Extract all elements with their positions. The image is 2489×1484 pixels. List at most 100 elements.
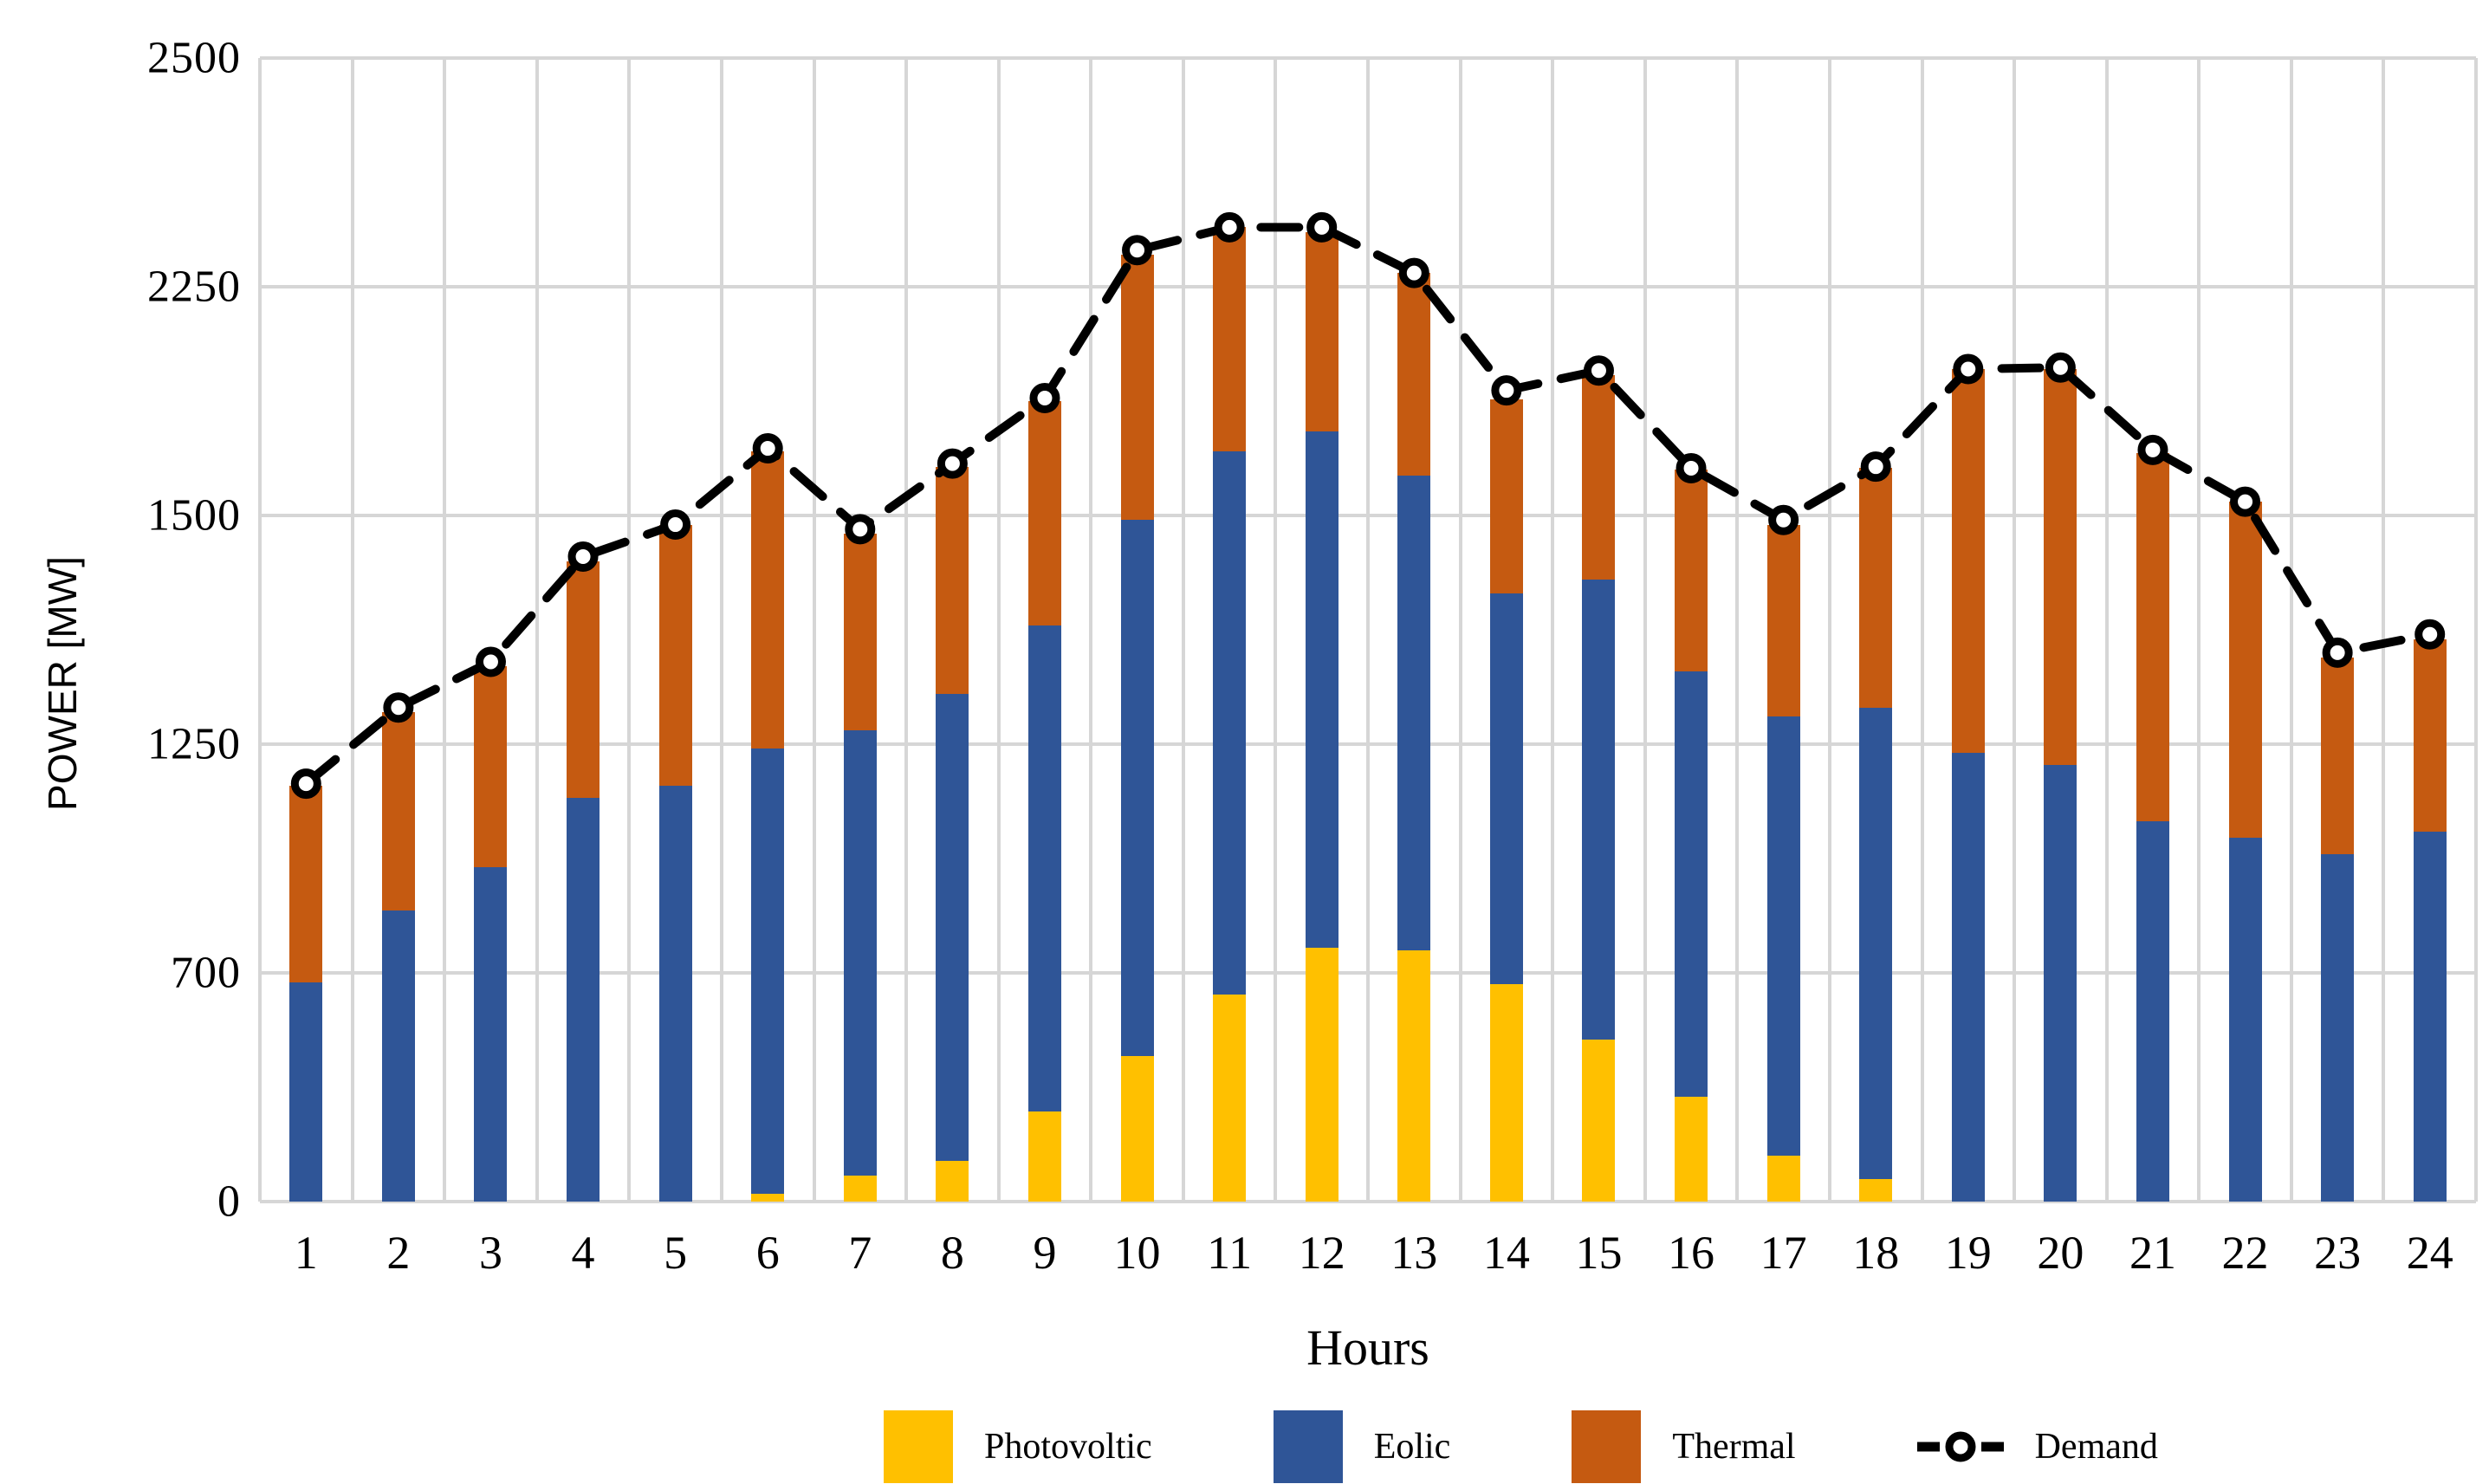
bar-segment-eolic-h9 <box>1027 625 1061 1112</box>
demand-marker-icon <box>2322 637 2353 668</box>
x-tick-label: 24 <box>2406 1227 2453 1279</box>
bar-segment-thermal-h21 <box>2136 452 2169 821</box>
demand-marker-icon <box>567 541 599 573</box>
demand-marker-icon <box>475 646 506 677</box>
bar-segment-eolic-h17 <box>1766 716 1800 1157</box>
demand-marker-icon <box>937 448 968 479</box>
v-gridline <box>2289 58 2293 1202</box>
bar-segment-thermal-h18 <box>1859 468 1893 708</box>
bar-segment-eolic-h19 <box>1951 752 1985 1202</box>
legend-label-demand: Demand <box>2034 1427 2158 1467</box>
demand-marker-icon <box>1860 451 1891 483</box>
v-gridline <box>2013 58 2017 1202</box>
y-tick-label: 1500 <box>147 490 241 541</box>
bar-segment-photovoltic-h13 <box>1397 949 1431 1202</box>
y-axis-title: POWER [MW] <box>40 556 85 811</box>
legend-item-photovoltic: Photovoltic <box>884 1410 1152 1483</box>
bar-segment-photovoltic-h8 <box>936 1160 969 1202</box>
x-tick-label: 10 <box>1113 1227 1161 1279</box>
v-gridline <box>258 58 262 1202</box>
bar-segment-thermal-h9 <box>1027 401 1061 625</box>
bar-segment-eolic-h3 <box>474 866 508 1202</box>
x-tick-label: 11 <box>1207 1227 1253 1279</box>
bar-segment-thermal-h12 <box>1305 231 1338 432</box>
legend-label-thermal: Thermal <box>1672 1427 1796 1467</box>
bar-segment-photovoltic-h12 <box>1305 948 1338 1202</box>
eolic-swatch-icon <box>1273 1410 1343 1483</box>
v-gridline <box>2104 58 2109 1202</box>
legend-label-photovoltic: Photovoltic <box>984 1427 1152 1467</box>
legend-item-demand: Demand <box>1916 1426 2158 1468</box>
x-tick-label: 20 <box>2037 1227 2084 1279</box>
thermal-swatch-icon <box>1572 1410 1642 1483</box>
demand-marker-icon <box>2137 434 2168 465</box>
bar-segment-photovoltic-h7 <box>843 1175 877 1202</box>
bar-segment-thermal-h13 <box>1397 273 1431 476</box>
y-tick-label: 2500 <box>147 33 241 83</box>
x-tick-label: 1 <box>294 1227 318 1279</box>
bar-segment-eolic-h1 <box>289 982 323 1202</box>
bar-segment-photovoltic-h6 <box>751 1193 785 1202</box>
demand-marker-icon <box>2414 619 2446 650</box>
bar-segment-thermal-h23 <box>2321 657 2355 855</box>
bar-segment-thermal-h16 <box>1675 470 1708 671</box>
bar-segment-photovoltic-h9 <box>1027 1111 1061 1202</box>
bar-segment-thermal-h14 <box>1489 399 1523 593</box>
bar-segment-eolic-h23 <box>2321 854 2355 1202</box>
bar-segment-eolic-h5 <box>658 786 692 1202</box>
bar-segment-photovoltic-h15 <box>1582 1040 1616 1202</box>
x-tick-label: 12 <box>1298 1227 1345 1279</box>
bar-segment-photovoltic-h11 <box>1213 994 1247 1202</box>
v-gridline <box>1458 58 1462 1202</box>
demand-marker-icon <box>660 509 691 541</box>
v-gridline <box>350 58 354 1202</box>
bar-segment-thermal-h19 <box>1951 369 1985 753</box>
demand-marker-icon <box>383 692 414 723</box>
x-tick-label: 13 <box>1390 1227 1438 1279</box>
bar-segment-eolic-h8 <box>936 693 969 1161</box>
bar-segment-thermal-h3 <box>474 666 508 867</box>
bar-segment-eolic-h24 <box>2413 831 2447 1202</box>
bar-segment-eolic-h21 <box>2136 820 2169 1202</box>
bar-segment-thermal-h11 <box>1213 227 1247 452</box>
v-gridline <box>2474 58 2478 1202</box>
x-tick-label: 21 <box>2129 1227 2176 1279</box>
v-gridline <box>1181 58 1185 1202</box>
bar-segment-eolic-h20 <box>2044 765 2077 1202</box>
v-gridline <box>1920 58 1924 1202</box>
v-gridline <box>904 58 909 1202</box>
x-tick-label: 4 <box>571 1227 595 1279</box>
bar-segment-thermal-h20 <box>2044 369 2077 765</box>
bar-segment-eolic-h13 <box>1397 476 1431 950</box>
v-gridline <box>1827 58 1831 1202</box>
demand-polyline <box>301 223 2434 788</box>
v-gridline <box>1089 58 1093 1202</box>
v-gridline <box>1643 58 1647 1202</box>
bar-segment-photovoltic-h17 <box>1766 1156 1800 1202</box>
x-tick-label: 22 <box>2221 1227 2269 1279</box>
bar-segment-photovoltic-h18 <box>1859 1178 1893 1202</box>
x-tick-label: 2 <box>386 1227 411 1279</box>
demand-marker-icon <box>1676 452 1707 483</box>
v-gridline <box>996 58 1001 1202</box>
v-gridline <box>812 58 816 1202</box>
demand-marker-icon <box>1398 257 1429 288</box>
bar-segment-eolic-h15 <box>1582 579 1616 1040</box>
demand-marker-icon <box>845 514 876 545</box>
x-tick-label: 6 <box>755 1227 780 1279</box>
bar-segment-thermal-h8 <box>936 466 969 694</box>
bar-segment-photovoltic-h16 <box>1675 1097 1708 1202</box>
demand-marker-icon <box>752 433 783 464</box>
y-tick-label: 2250 <box>147 262 241 312</box>
v-gridline <box>1366 58 1370 1202</box>
demand-line <box>290 211 2446 800</box>
bar-segment-eolic-h16 <box>1675 671 1708 1098</box>
x-axis-title: Hours <box>1306 1319 1429 1376</box>
bar-segment-thermal-h22 <box>2228 502 2262 838</box>
demand-marker-icon <box>1214 211 1245 243</box>
bar-segment-eolic-h7 <box>843 730 877 1176</box>
bar-segment-thermal-h1 <box>289 786 323 983</box>
bar-segment-photovoltic-h14 <box>1489 984 1523 1202</box>
bar-segment-thermal-h4 <box>567 561 600 799</box>
plot-area <box>258 56 2478 1203</box>
